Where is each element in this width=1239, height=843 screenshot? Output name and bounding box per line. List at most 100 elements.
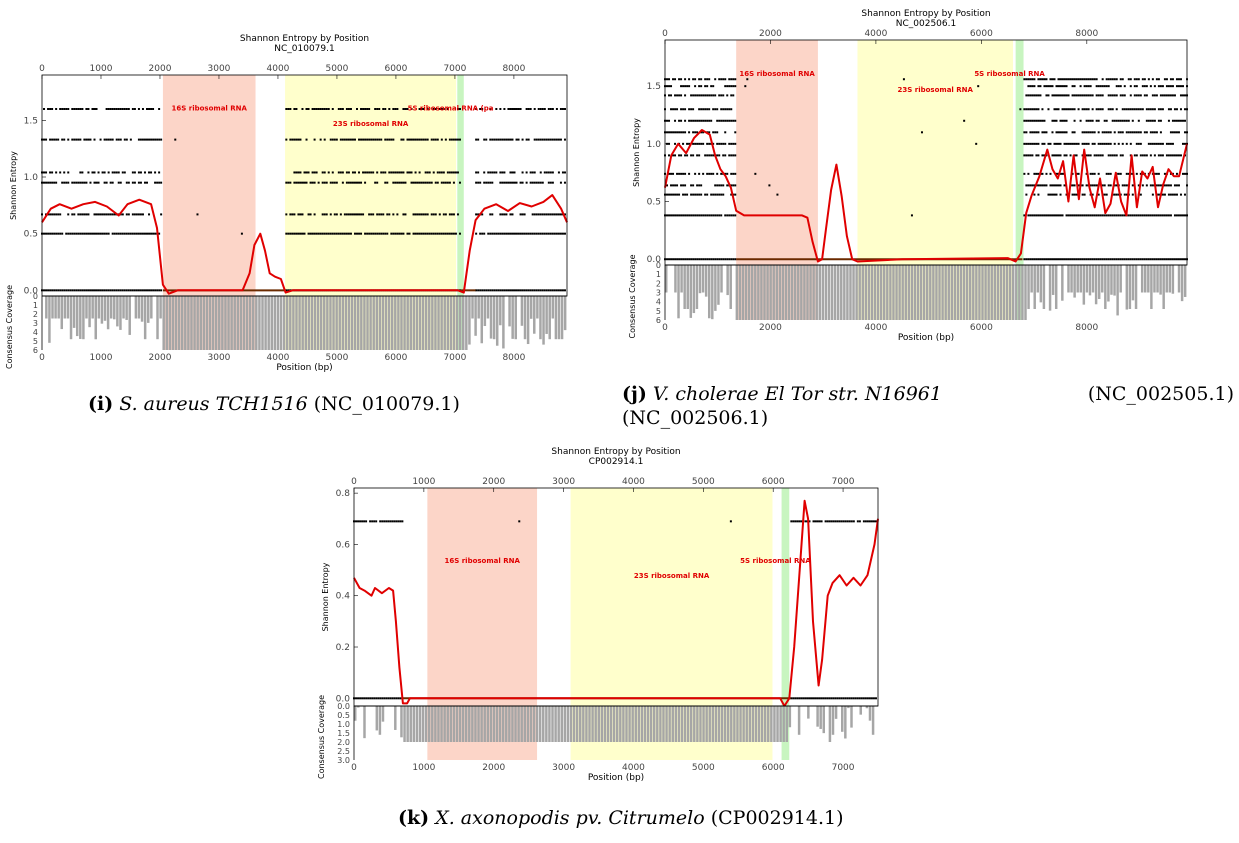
entropy-point <box>1151 184 1154 187</box>
entropy-point <box>499 213 502 216</box>
entropy-point <box>333 213 336 216</box>
coverage-bar <box>784 265 788 320</box>
entropy-point <box>1067 258 1070 261</box>
entropy-point <box>49 289 52 292</box>
entropy-point <box>1053 108 1056 111</box>
entropy-point <box>547 232 550 235</box>
entropy-point <box>327 171 330 174</box>
entropy-point <box>331 232 334 235</box>
entropy-point <box>541 232 544 235</box>
coverage-bar <box>729 265 732 309</box>
entropy-point <box>1159 214 1162 217</box>
entropy-point <box>674 78 677 81</box>
entropy-point <box>1037 193 1040 196</box>
coverage-bar <box>634 706 637 742</box>
entropy-point <box>51 108 54 110</box>
entropy-point <box>824 520 827 523</box>
entropy-point <box>1025 154 1028 157</box>
entropy-point <box>1097 119 1100 122</box>
entropy-point <box>718 142 721 145</box>
coverage-bar <box>483 296 487 327</box>
coverage-bar <box>1011 265 1015 320</box>
entropy-point <box>49 138 52 141</box>
entropy-point <box>1115 184 1118 187</box>
entropy-chart-j: Shannon Entropy by PositionNC_002506.116… <box>628 9 1188 343</box>
entropy-point <box>347 232 350 235</box>
x-tick-label: 4000 <box>622 763 645 773</box>
entropy-point <box>295 138 298 141</box>
coverage-bar <box>778 265 782 320</box>
entropy-point <box>531 289 534 292</box>
entropy-point <box>1183 108 1186 111</box>
entropy-point <box>559 213 562 216</box>
entropy-point <box>45 171 48 174</box>
entropy-point <box>412 138 415 141</box>
entropy-point <box>434 108 437 110</box>
entropy-point <box>81 181 84 184</box>
entropy-point <box>1169 154 1172 157</box>
entropy-point <box>1029 258 1032 261</box>
entropy-point <box>800 697 803 700</box>
entropy-point <box>547 171 550 174</box>
entropy-point <box>553 213 556 216</box>
entropy-point <box>503 138 506 141</box>
entropy-point <box>674 108 677 111</box>
coverage-bar <box>125 296 128 320</box>
entropy-point <box>347 171 350 174</box>
entropy-point <box>1117 119 1120 122</box>
entropy-point <box>1105 85 1108 88</box>
coverage-bar <box>665 265 668 293</box>
entropy-point <box>1141 108 1144 111</box>
coverage-bar <box>205 296 209 350</box>
entropy-point <box>89 232 92 235</box>
entropy-point <box>311 232 314 235</box>
coverage-bar <box>536 296 539 319</box>
entropy-point <box>682 258 685 261</box>
entropy-point <box>444 213 447 216</box>
entropy-point <box>327 108 330 110</box>
entropy-point <box>378 232 381 235</box>
entropy-point <box>557 289 560 292</box>
entropy-point <box>1073 94 1076 97</box>
entropy-point <box>551 108 554 110</box>
entropy-point <box>376 213 379 216</box>
entropy-point <box>483 181 486 184</box>
entropy-point <box>1087 94 1090 97</box>
entropy-point <box>505 181 508 184</box>
entropy-point <box>426 181 429 184</box>
entropy-point <box>1033 131 1036 134</box>
coverage-bar <box>48 296 51 343</box>
coverage-bar <box>1125 265 1129 310</box>
entropy-point <box>321 232 324 235</box>
entropy-point <box>1121 119 1124 122</box>
entropy-point <box>299 213 302 216</box>
entropy-point <box>381 520 384 523</box>
entropy-point <box>501 138 504 141</box>
entropy-point <box>150 138 153 141</box>
entropy-point <box>830 697 833 700</box>
entropy-point <box>820 697 823 700</box>
region-label: 23S ribosomal RNA <box>898 86 974 94</box>
entropy-point <box>489 108 492 110</box>
entropy-point <box>93 232 96 235</box>
entropy-point <box>1081 258 1084 261</box>
entropy-point <box>331 138 334 141</box>
entropy-point <box>133 289 136 292</box>
entropy-point <box>1143 258 1146 261</box>
coverage-bar <box>434 296 437 350</box>
entropy-point <box>289 213 292 216</box>
entropy-point <box>676 94 679 97</box>
entropy-point <box>1147 108 1150 111</box>
coverage-bar <box>88 296 91 328</box>
entropy-point <box>1033 94 1036 97</box>
entropy-point <box>1179 154 1182 157</box>
entropy-point <box>1129 85 1132 88</box>
entropy-point <box>1077 78 1080 81</box>
entropy-point <box>702 214 705 217</box>
entropy-point <box>1067 142 1070 145</box>
coverage-bar <box>797 265 800 320</box>
coverage-bar <box>744 265 748 320</box>
coverage-bar <box>938 265 941 320</box>
entropy-point <box>372 232 375 235</box>
entropy-point <box>73 289 76 292</box>
